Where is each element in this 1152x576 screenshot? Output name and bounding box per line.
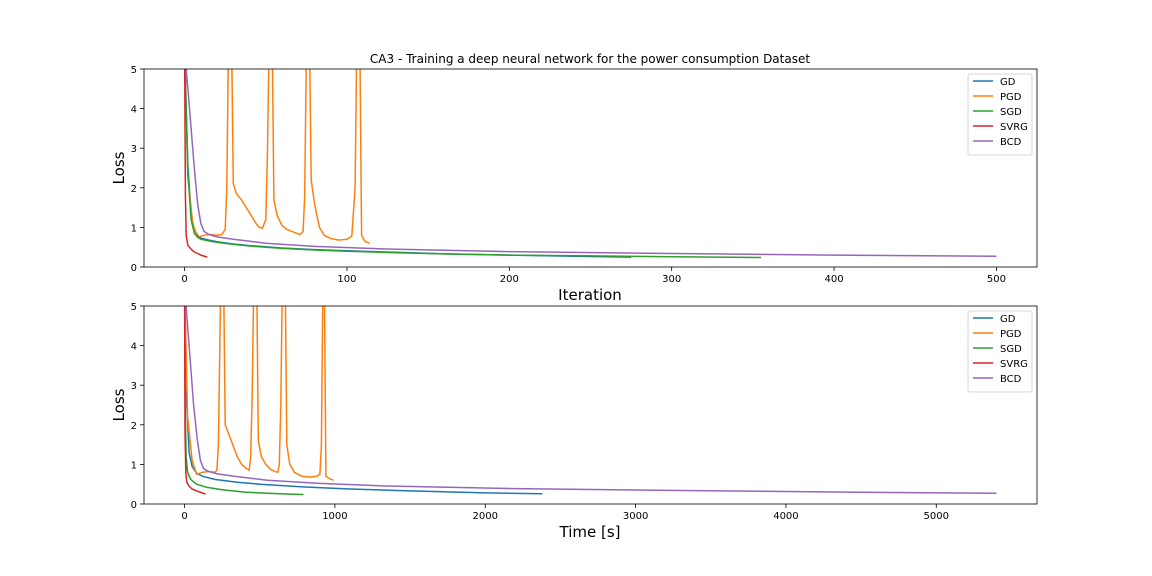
y-tick-label: 3 [131, 381, 137, 392]
legend-label-sgd: SGD [1000, 344, 1022, 355]
x-axis-label: Time [s] [559, 523, 621, 541]
legend-label-pgd: PGD [1000, 329, 1022, 340]
y-axis-label: Loss [110, 151, 128, 184]
series-line-bcd [185, 69, 997, 258]
plot-frame [143, 68, 1038, 268]
series-lines [183, 306, 997, 496]
legend-label-gd: GD [1000, 77, 1016, 88]
iteration-chart: CA3 - Training a deep neural network for… [110, 52, 1038, 304]
x-tick-label: 100 [337, 274, 356, 285]
series-line-bcd [185, 306, 997, 495]
y-tick-label: 4 [131, 342, 137, 353]
y-tick-label: 4 [131, 105, 137, 116]
x-tick-label: 4000 [773, 511, 798, 522]
y-tick-label: 2 [131, 421, 137, 432]
legend-box [967, 310, 1033, 393]
series-line-gd [184, 306, 543, 495]
chart-title: CA3 - Training a deep neural network for… [370, 52, 810, 66]
legend-label-bcd: BCD [1000, 374, 1022, 385]
y-tick-label: 2 [131, 184, 137, 195]
series-line-gd [184, 69, 632, 258]
x-tick-label: 0 [181, 511, 187, 522]
x-tick-label: 500 [987, 274, 1006, 285]
x-tick-label: 0 [181, 274, 187, 285]
legend-label-bcd: BCD [1000, 137, 1022, 148]
y-tick-label: 1 [131, 223, 137, 234]
legend-label-svrg: SVRG [1000, 359, 1028, 370]
legend-label-pgd: PGD [1000, 92, 1022, 103]
x-tick-label: 200 [500, 274, 519, 285]
y-tick-label: 0 [131, 263, 137, 274]
legend-label-sgd: SGD [1000, 107, 1022, 118]
legend-box [967, 73, 1033, 156]
series-line-svrg [183, 69, 208, 258]
x-tick-label: 2000 [473, 511, 498, 522]
series-line-svrg [183, 306, 206, 495]
y-tick-label: 1 [131, 460, 137, 471]
x-tick-label: 1000 [322, 511, 347, 522]
series-line-pgd [184, 69, 370, 244]
x-tick-label: 400 [824, 274, 843, 285]
series-line-sgd [184, 69, 762, 259]
ticks: 0 100 200 300 400 500 0 1 2 3 4 5 [131, 65, 1006, 285]
ticks: 0 1000 2000 3000 4000 5000 0 1 2 3 4 5 [131, 302, 949, 522]
y-tick-label: 5 [131, 302, 137, 313]
y-axis-label: Loss [110, 388, 128, 421]
legend-label-svrg: SVRG [1000, 122, 1028, 133]
x-tick-label: 3000 [623, 511, 648, 522]
time-chart: 0 1000 2000 3000 4000 5000 0 1 2 3 4 5 Time [s] Los… [110, 302, 1038, 541]
series-line-pgd [184, 306, 334, 481]
x-tick-label: 300 [662, 274, 681, 285]
legend: GD PGD SGD SVRG BCD [967, 73, 1033, 156]
y-tick-label: 5 [131, 65, 137, 76]
x-axis-label: Iteration [558, 286, 622, 304]
plot-frame [143, 305, 1038, 505]
x-tick-label: 5000 [924, 511, 949, 522]
y-tick-label: 3 [131, 144, 137, 155]
y-tick-label: 0 [131, 500, 137, 511]
legend-label-gd: GD [1000, 314, 1016, 325]
series-lines [183, 69, 997, 259]
legend: GD PGD SGD SVRG BCD [967, 310, 1033, 393]
